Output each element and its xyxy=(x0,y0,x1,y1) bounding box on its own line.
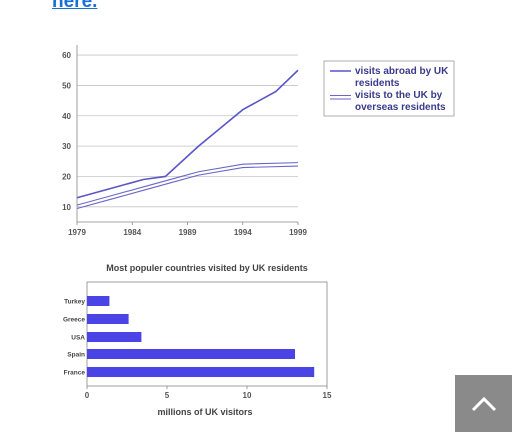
bar-france xyxy=(87,367,315,377)
legend-label-overseas-visits: visits to the UK by xyxy=(355,90,443,101)
legend-label-overseas-visits: overseas residents xyxy=(355,102,446,113)
chevron-up-icon xyxy=(471,396,496,411)
x-tick-label: 0 xyxy=(85,391,90,400)
category-label: France xyxy=(64,370,86,377)
x-tick-label: 5 xyxy=(165,391,170,400)
here-link[interactable]: here. xyxy=(52,0,98,12)
bar-turkey xyxy=(87,296,110,306)
x-tick-label: 1979 xyxy=(68,228,86,237)
x-tick-label: 1989 xyxy=(179,228,197,237)
series-line-uk-visits-abroad xyxy=(76,69,299,199)
y-tick-label: 60 xyxy=(62,51,71,60)
legend-label-uk-visits-abroad: residents xyxy=(355,78,400,89)
series-line-overseas-visits xyxy=(76,162,299,206)
series-line-overseas-visits xyxy=(76,165,299,210)
bar-chart: Most populer countries visited by UK res… xyxy=(63,263,332,417)
legend-label-uk-visits-abroad: visits abroad by UK xyxy=(355,66,449,77)
bar-greece xyxy=(87,314,129,324)
bar-chart-title: Most populer countries visited by UK res… xyxy=(106,263,308,273)
x-tick-label: 10 xyxy=(243,391,252,400)
category-label: Spain xyxy=(67,352,85,359)
bar-usa xyxy=(87,332,142,342)
category-label: Greece xyxy=(63,317,85,324)
y-tick-label: 10 xyxy=(62,203,71,212)
y-tick-label: 30 xyxy=(62,142,71,151)
x-tick-label: 1999 xyxy=(289,228,307,237)
category-label: Turkey xyxy=(64,299,85,306)
line-chart: 10 20 30 40 50 60 1979 1984 1989 1994 1999 xyxy=(62,45,307,237)
x-tick-label: 1984 xyxy=(123,228,141,237)
y-tick-label: 20 xyxy=(62,172,71,181)
bar-spain xyxy=(87,349,295,359)
x-tick-label: 1994 xyxy=(234,228,252,237)
scroll-to-top-button[interactable] xyxy=(455,375,512,432)
x-axis-label: millions of UK visitors xyxy=(157,407,252,417)
legend-box xyxy=(323,60,455,117)
category-label: USA xyxy=(71,335,85,342)
y-tick-label: 50 xyxy=(62,81,71,90)
y-tick-label: 40 xyxy=(62,112,71,121)
x-tick-label: 15 xyxy=(323,391,332,400)
